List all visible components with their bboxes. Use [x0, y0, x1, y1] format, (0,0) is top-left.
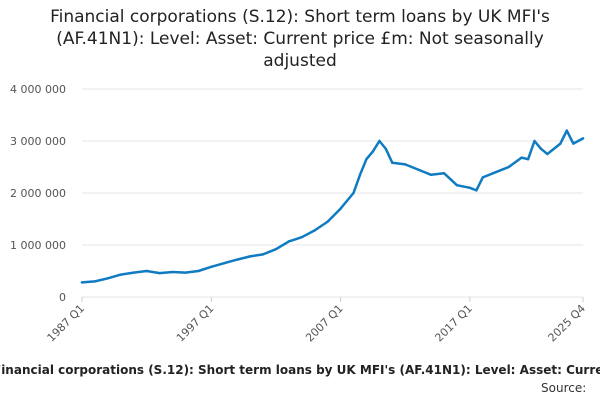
data-point: [235, 258, 239, 261]
data-point: [339, 207, 342, 210]
data-point: [572, 142, 575, 145]
data-point: [539, 147, 543, 150]
data-point: [391, 161, 394, 165]
data-point: [581, 137, 585, 140]
data-point: [261, 253, 265, 256]
x-tick-label: 1997 Q1: [174, 302, 217, 345]
data-point: [197, 269, 200, 273]
data-point: [442, 172, 446, 175]
chart-caption: Financial corporations (S.12): Short ter…: [0, 363, 600, 377]
data-point: [475, 189, 478, 192]
data-point: [158, 271, 161, 275]
data-point: [494, 171, 497, 174]
data-point: [455, 184, 459, 187]
data-point: [371, 150, 375, 153]
data-point: [559, 142, 562, 145]
y-tick-label: 1 000 000: [10, 239, 66, 252]
data-point: [248, 255, 252, 258]
data-point: [119, 273, 122, 276]
y-tick-label: 2 000 000: [10, 187, 66, 200]
data-point: [416, 168, 420, 171]
y-tick-label: 4 000 000: [10, 83, 66, 96]
data-point: [106, 277, 110, 280]
data-point: [145, 269, 148, 273]
chart-title: Financial corporations (S.12): Short ter…: [50, 7, 550, 71]
data-point: [468, 186, 472, 189]
data-point: [326, 220, 329, 223]
data-point: [313, 229, 316, 232]
grid-layer: [82, 88, 583, 298]
x-tick-label: 2007 Q1: [303, 302, 346, 345]
data-point: [80, 281, 84, 284]
data-point: [274, 247, 278, 251]
data-point: [358, 173, 362, 176]
data-point: [384, 147, 388, 150]
y-tick-label: 3 000 000: [10, 135, 66, 148]
data-point: [378, 139, 381, 143]
data-point: [481, 176, 484, 179]
data-point: [533, 139, 536, 143]
data-point: [184, 271, 187, 274]
data-point: [93, 280, 97, 283]
data-point: [365, 158, 368, 161]
data-point: [352, 191, 355, 195]
y-tick-label: 0: [59, 291, 66, 304]
data-point: [520, 156, 523, 159]
data-point: [210, 265, 213, 269]
data-point: [526, 158, 530, 161]
data-point: [132, 271, 135, 274]
series-line: [80, 129, 585, 284]
x-axis-tick-labels: 1987 Q1 1997 Q1 2007 Q1 2017 Q1 2025 Q4: [45, 297, 589, 345]
data-point: [287, 240, 291, 243]
data-point: [171, 270, 174, 274]
x-tick-label: 2025 Q4: [546, 302, 589, 345]
x-tick-label: 2017 Q1: [432, 302, 475, 345]
data-point: [565, 129, 569, 132]
series-layer: [80, 129, 585, 284]
x-tick-label: 1987 Q1: [45, 302, 88, 345]
data-point: [404, 163, 407, 166]
caption-text: Financial corporations (S.12): Short ter…: [0, 363, 600, 377]
data-point: [546, 152, 549, 156]
source-label: Source:: [541, 381, 587, 395]
data-point: [300, 236, 303, 239]
y-axis-tick-labels: 0 1 000 000 2 000 000 3 000 000 4 000 000: [10, 83, 66, 304]
data-point: [507, 165, 510, 169]
data-point: [429, 173, 433, 176]
data-point: [223, 262, 226, 265]
